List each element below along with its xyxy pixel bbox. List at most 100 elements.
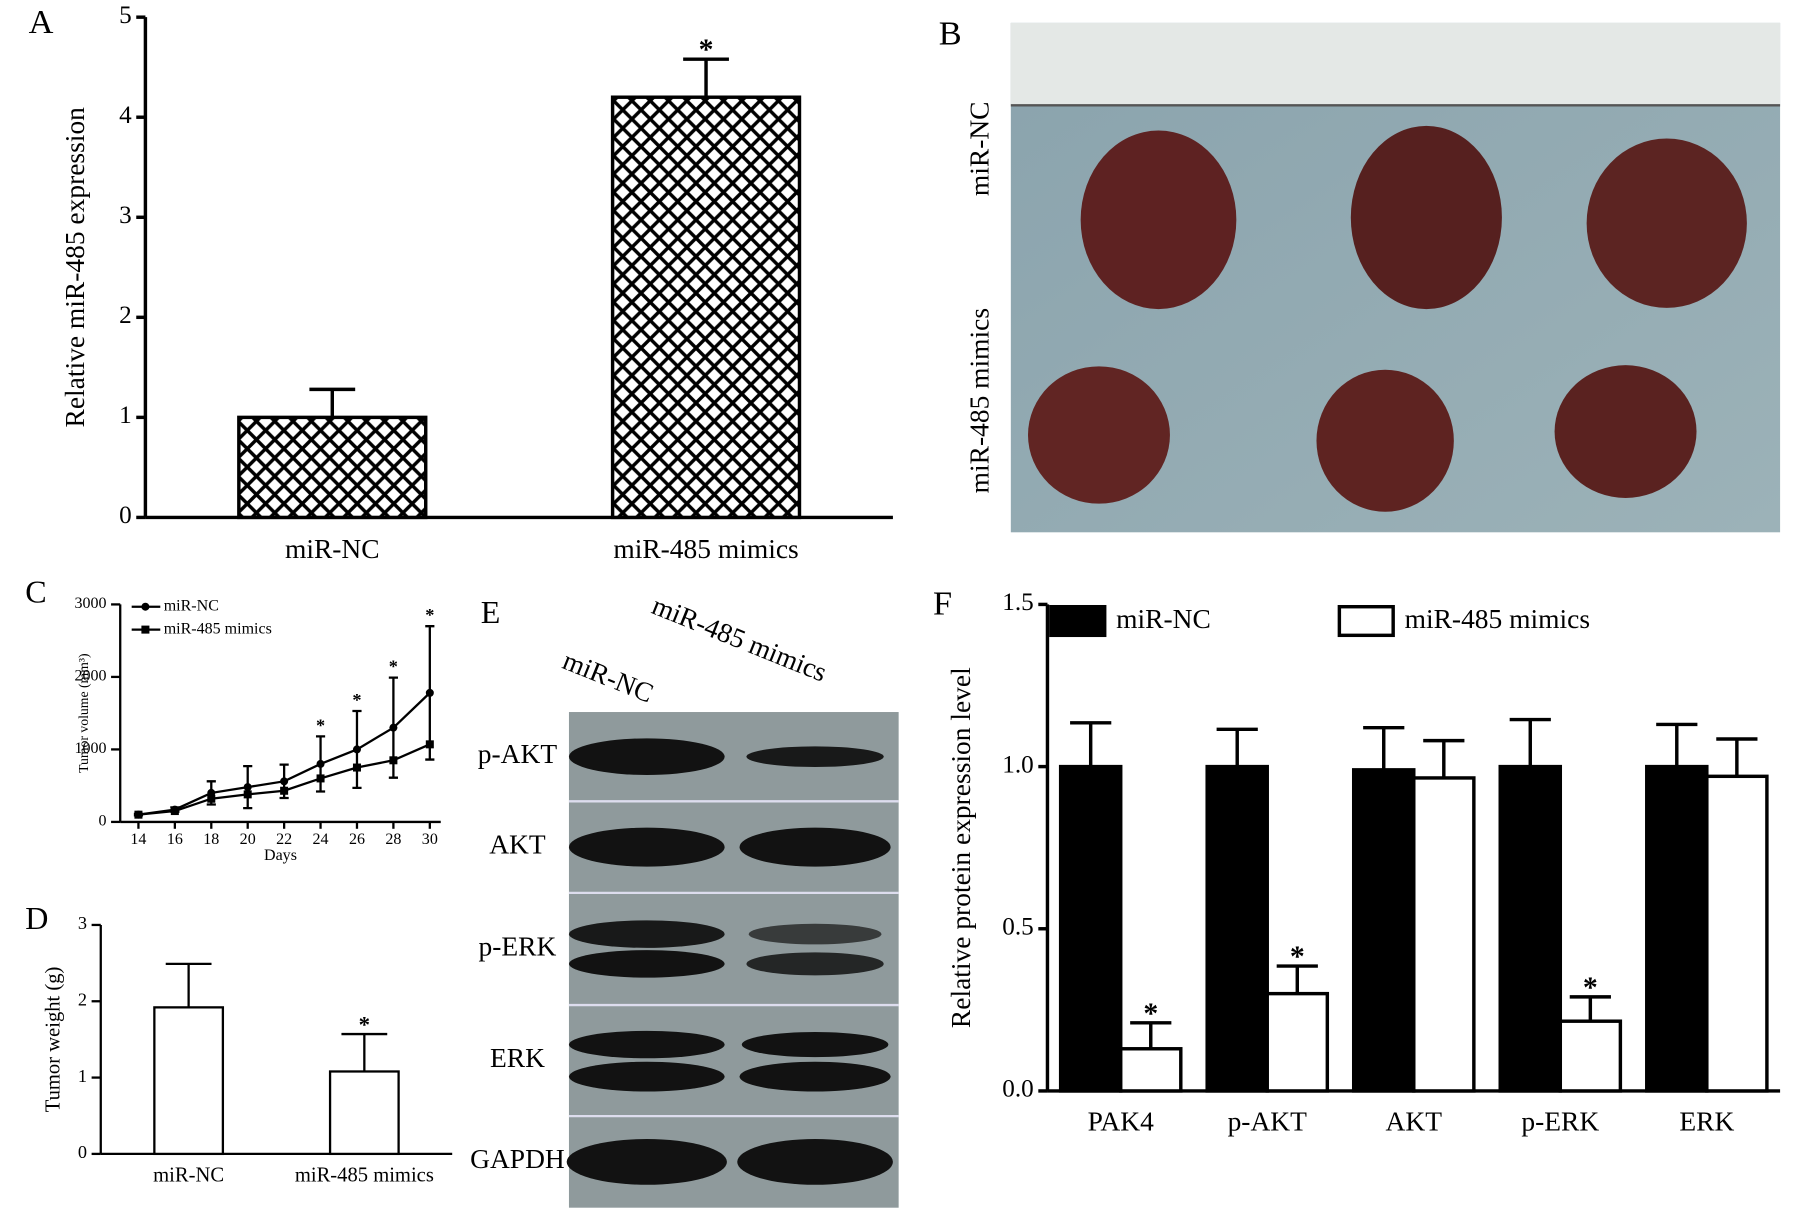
error-bar bbox=[341, 1032, 388, 1072]
blot-band bbox=[568, 738, 725, 775]
y-tick-label: 1 bbox=[119, 402, 132, 429]
marker bbox=[134, 810, 143, 819]
y-tick-label: 0.5 bbox=[1002, 914, 1033, 941]
error-bar bbox=[1423, 738, 1465, 778]
error-bar bbox=[1656, 722, 1698, 767]
x-axis-title: Days bbox=[264, 847, 297, 864]
y-tick-label: 4 bbox=[119, 102, 132, 129]
panel-label: C bbox=[25, 574, 46, 610]
blot-band bbox=[737, 1139, 893, 1185]
blot-band bbox=[568, 920, 725, 948]
x-tick-label: ERK bbox=[1679, 1106, 1734, 1136]
error-bar bbox=[683, 57, 729, 98]
bar bbox=[237, 415, 428, 520]
bar bbox=[1498, 764, 1563, 1093]
blot: p-AKT AKT p-ERK ERK GAPDH bbox=[470, 738, 899, 1185]
marker bbox=[207, 794, 216, 803]
charts: A Relative miR-485 expression 0 1 2 3 4 5 miR-NC… bbox=[25, 2, 1781, 1187]
bar bbox=[1645, 764, 1709, 1093]
x-tick-label: 26 bbox=[349, 831, 365, 848]
legend-swatch bbox=[1049, 604, 1107, 638]
y-tick-label: 1.0 bbox=[1002, 751, 1033, 778]
x-tick-label: 16 bbox=[167, 831, 183, 848]
legend-label: miR-NC bbox=[1116, 604, 1211, 634]
bar bbox=[1558, 1019, 1623, 1093]
y-tick-label: 2 bbox=[119, 302, 132, 329]
y-axis-title: Tumor volume (mm³) bbox=[76, 653, 92, 772]
panel-label: F bbox=[933, 585, 952, 623]
blot-row-label: p-ERK bbox=[479, 931, 557, 961]
error-bar bbox=[1716, 737, 1758, 777]
bar bbox=[1058, 764, 1123, 1093]
marker bbox=[389, 756, 398, 765]
blot-band bbox=[566, 1139, 727, 1185]
marker bbox=[352, 745, 361, 754]
marker bbox=[243, 790, 252, 799]
significance-mark: * bbox=[1143, 997, 1158, 1030]
panel-label: B bbox=[939, 15, 962, 53]
y-axis-title: Relative protein expression level bbox=[946, 667, 976, 1028]
legend-marker bbox=[141, 625, 150, 634]
error-bar bbox=[1216, 727, 1258, 767]
error-bar bbox=[1363, 725, 1405, 770]
y-tick-label: 3 bbox=[119, 202, 132, 229]
legend-label: miR-485 mimics bbox=[1405, 604, 1590, 634]
x-tick-label: miR-NC bbox=[153, 1165, 224, 1187]
blot-band bbox=[568, 1061, 725, 1092]
y-axis-title: Relative miR-485 expression bbox=[60, 107, 90, 428]
marker bbox=[389, 723, 398, 732]
y-axis-title: Tumor weight (g) bbox=[43, 967, 65, 1113]
significance-mark: * bbox=[316, 715, 325, 735]
significance-mark: * bbox=[359, 1012, 370, 1037]
error-bar bbox=[1569, 995, 1611, 1022]
significance-mark: * bbox=[389, 657, 398, 677]
y-tick-label: 1000 bbox=[74, 740, 106, 757]
y-tick-label: 0 bbox=[78, 1142, 87, 1162]
marker bbox=[170, 807, 179, 816]
photo-row-label: miR-485 mimics bbox=[965, 308, 995, 493]
bar bbox=[153, 1006, 225, 1156]
error-bar bbox=[165, 962, 212, 1008]
y-tick-label: 1.5 bbox=[1002, 589, 1033, 616]
significance-mark: * bbox=[1290, 940, 1305, 973]
significance-mark: * bbox=[699, 33, 714, 66]
panel-label: E bbox=[481, 594, 501, 630]
blot-band bbox=[568, 827, 725, 867]
x-tick-label: 22 bbox=[276, 831, 292, 848]
marker bbox=[280, 786, 289, 795]
marker bbox=[243, 783, 252, 792]
y-tick-label: 3000 bbox=[74, 595, 106, 612]
y-tick-label: 2000 bbox=[74, 668, 106, 685]
x-tick-label: PAK4 bbox=[1088, 1106, 1154, 1136]
panel-label: A bbox=[29, 3, 54, 41]
significance-mark: * bbox=[352, 690, 361, 710]
y-tick-label: 0 bbox=[98, 813, 106, 830]
blot-column-label: miR-485 mimics bbox=[648, 590, 831, 687]
marker bbox=[352, 763, 361, 772]
bar bbox=[1351, 768, 1416, 1093]
x-tick-label: miR-485 mimics bbox=[295, 1165, 434, 1187]
blot-band bbox=[568, 950, 725, 978]
x-tick-label: 28 bbox=[385, 831, 401, 848]
error-bar bbox=[1276, 964, 1318, 994]
blot-row-label: AKT bbox=[489, 829, 546, 859]
significance-mark: * bbox=[1583, 971, 1598, 1004]
blot-band bbox=[739, 1061, 891, 1092]
legend-swatch bbox=[1337, 604, 1395, 638]
y-tick-label: 0 bbox=[119, 502, 132, 529]
x-tick-label: miR-485 mimics bbox=[613, 534, 798, 564]
blot-band bbox=[746, 746, 884, 767]
y-tick-label: 3 bbox=[78, 913, 87, 933]
y-tick-label: 5 bbox=[119, 2, 132, 29]
x-tick-label: 30 bbox=[422, 831, 438, 848]
x-tick-label: p-AKT bbox=[1228, 1106, 1308, 1136]
bar bbox=[1119, 1047, 1183, 1093]
x-tick-label: p-ERK bbox=[1521, 1106, 1599, 1136]
legend-marker bbox=[141, 602, 150, 611]
marker bbox=[425, 688, 434, 697]
significance-mark: * bbox=[425, 605, 434, 625]
blot-band bbox=[748, 923, 882, 945]
x-tick-label: AKT bbox=[1386, 1106, 1443, 1136]
x-tick-label: 14 bbox=[130, 831, 146, 848]
